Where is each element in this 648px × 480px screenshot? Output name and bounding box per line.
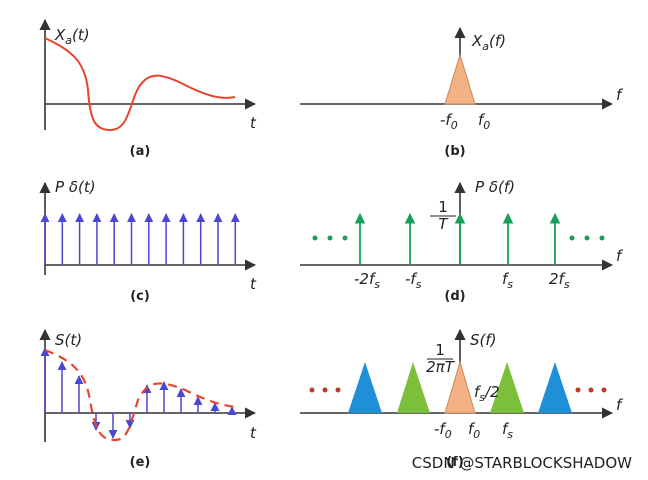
tick-label: 2fs	[549, 270, 570, 291]
tick-label: -2fs	[354, 270, 380, 291]
axis-label: t	[250, 275, 257, 293]
tick-label: f0	[468, 420, 480, 441]
label-part: (f)	[489, 32, 506, 50]
caption: (b)	[444, 144, 465, 159]
label-part: f	[474, 383, 482, 401]
label-part: -2f	[354, 270, 377, 288]
label-part: s	[507, 278, 513, 291]
signal-label: P δ(f)	[475, 178, 515, 196]
label-part: a	[482, 40, 489, 53]
label-part: 0	[473, 428, 480, 441]
axis-label: f	[616, 396, 624, 414]
label-part: 0	[483, 119, 490, 132]
note-label: fs/2	[474, 383, 500, 404]
caption: (f)	[446, 455, 464, 470]
axis-label: t	[250, 424, 257, 442]
label-part: 0	[445, 428, 452, 441]
label-part: -f	[440, 111, 453, 129]
label-part: -f	[434, 420, 447, 438]
label-part: s	[507, 428, 513, 441]
tick-label: -f0	[434, 420, 452, 441]
label-part: a	[65, 34, 72, 47]
label-part: f	[502, 420, 510, 438]
signal-label: S(t)	[55, 331, 82, 349]
label-part: /2	[483, 383, 500, 401]
spectrum	[444, 53, 476, 105]
label-part: f	[478, 111, 486, 129]
label-part: -f	[405, 270, 418, 288]
axis-label: f	[616, 86, 624, 104]
watermark: CSDN @STARBLOCKSHADOW	[412, 454, 632, 472]
label-part: f	[502, 270, 510, 288]
label-part: s	[374, 278, 380, 291]
caption: (c)	[130, 289, 150, 304]
fraction-den: 2πT	[426, 358, 456, 376]
label-part: X	[471, 32, 483, 50]
tick-label: f0	[478, 111, 490, 132]
tick-label: -f0	[440, 111, 458, 132]
tick-label: -fs	[405, 270, 422, 291]
spectra	[348, 360, 572, 414]
caption: (e)	[130, 455, 151, 470]
label-part: s	[479, 391, 485, 404]
fraction-num: 1	[435, 341, 445, 359]
caption: (d)	[444, 289, 465, 304]
dots	[312, 235, 605, 241]
signal-curve	[44, 37, 236, 132]
caption: (a)	[130, 144, 151, 159]
tick-label: fs	[502, 270, 513, 291]
signal-label: S(f)	[470, 331, 497, 349]
signal-label: P δ(t)	[55, 178, 96, 196]
label-part: (t)	[72, 26, 90, 44]
envelope	[44, 348, 236, 442]
label-part: X	[54, 26, 66, 44]
signal-label: Xa(f)	[471, 32, 506, 53]
axes	[39, 18, 614, 442]
axis-label: t	[250, 114, 257, 132]
fraction-den: T	[438, 215, 449, 233]
tick-label: fs	[502, 420, 513, 441]
label-part: 2f	[549, 270, 567, 288]
signal-label: Xa(t)	[54, 26, 90, 47]
label-part: 0	[451, 119, 458, 132]
impulses	[40, 212, 561, 439]
label-part: f	[468, 420, 476, 438]
label-part: s	[564, 278, 570, 291]
fraction-num: 1	[438, 198, 448, 216]
axis-label: f	[616, 247, 624, 265]
dots-red	[309, 387, 607, 393]
label-part: s	[416, 278, 422, 291]
